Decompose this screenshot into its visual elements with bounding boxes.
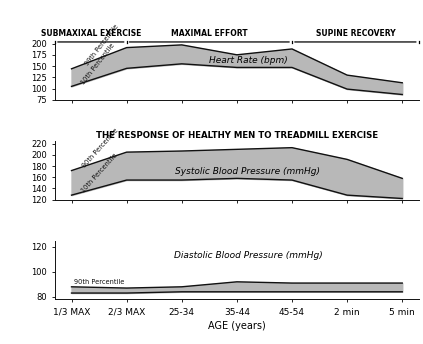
Text: Diastolic Blood Pressure (mmHg): Diastolic Blood Pressure (mmHg) xyxy=(173,251,322,260)
Text: Systolic Blood Pressure (mmHg): Systolic Blood Pressure (mmHg) xyxy=(176,167,320,176)
Text: SUPINE RECOVERY: SUPINE RECOVERY xyxy=(316,29,395,38)
Text: 90th Percentile: 90th Percentile xyxy=(74,279,125,285)
Text: 99th Percentile: 99th Percentile xyxy=(84,23,119,66)
Text: 90th Percentile: 90th Percentile xyxy=(82,127,120,168)
Text: 10th Percentile: 10th Percentile xyxy=(80,152,118,193)
Text: SUBMAXIXAL EXERCISE: SUBMAXIXAL EXERCISE xyxy=(41,29,141,38)
Text: THE RESPONSE OF HEALTHY MEN TO TREADMILL EXERCISE: THE RESPONSE OF HEALTHY MEN TO TREADMILL… xyxy=(96,131,378,140)
Text: Heart Rate (bpm): Heart Rate (bpm) xyxy=(209,56,287,65)
Text: MAXIMAL EFFORT: MAXIMAL EFFORT xyxy=(171,29,247,38)
X-axis label: AGE (years): AGE (years) xyxy=(208,321,266,331)
Text: 10th Percentile: 10th Percentile xyxy=(80,42,115,85)
